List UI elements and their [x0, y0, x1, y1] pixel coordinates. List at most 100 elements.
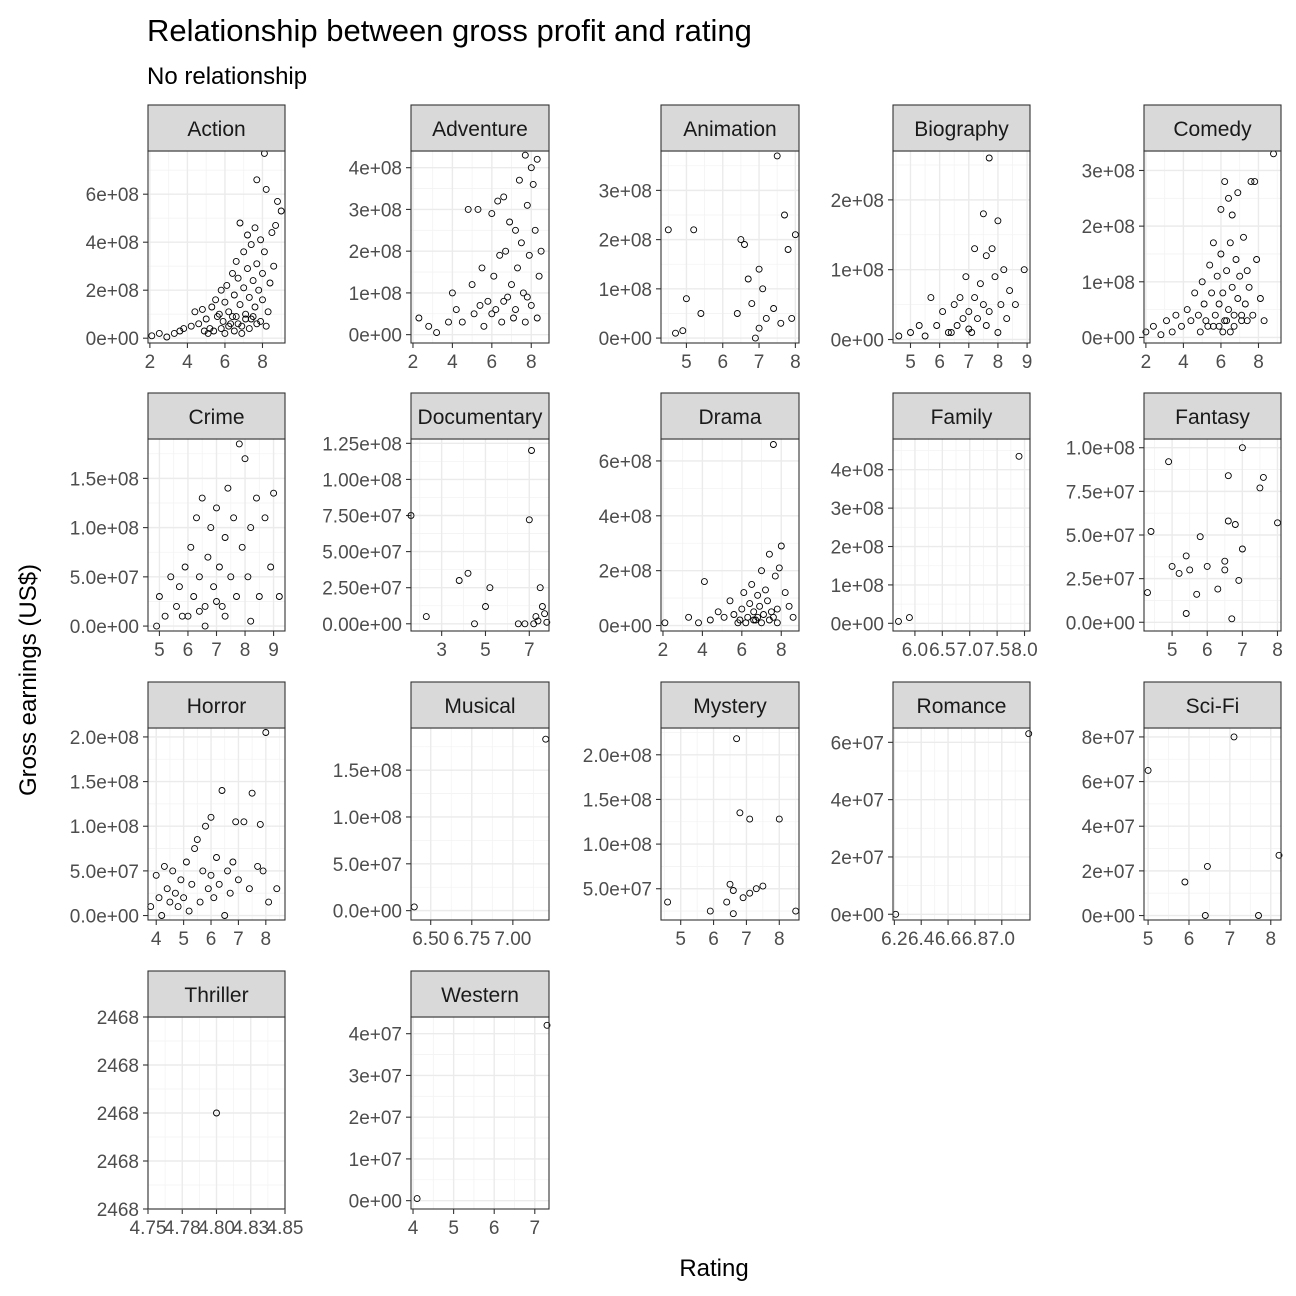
y-tick-label: 5.0e+07 [70, 862, 139, 883]
data-point [500, 193, 508, 201]
x-tick-label: 6 [1184, 929, 1195, 950]
facet-strip-label: Drama [698, 406, 761, 429]
data-point [523, 293, 531, 301]
data-point [523, 201, 531, 209]
y-tick-label: 4e+08 [831, 461, 884, 482]
data-point [229, 269, 236, 277]
y-tick-label: 0e+00 [831, 614, 884, 635]
data-point [201, 602, 209, 610]
data-point [788, 314, 796, 322]
data-point [527, 301, 535, 309]
data-point [775, 815, 783, 823]
data-point [1228, 615, 1236, 623]
y-axis-title: Gross earnings (US$) [15, 564, 42, 796]
data-point [448, 289, 456, 297]
y-tick-label: 2e+08 [831, 191, 884, 212]
data-point [1181, 878, 1189, 886]
data-point [1223, 267, 1231, 275]
data-point [907, 329, 914, 336]
data-point [781, 211, 788, 219]
data-point [265, 898, 273, 906]
data-point [506, 218, 514, 226]
y-tick-label: 0.0e+00 [70, 617, 139, 638]
data-point [536, 584, 544, 592]
data-point [726, 880, 734, 888]
y-tick-label: 2.5e+07 [1066, 570, 1135, 591]
data-point [746, 889, 754, 897]
data-point [773, 619, 781, 627]
data-point [259, 867, 267, 875]
facet-strip [410, 104, 550, 152]
data-point [232, 818, 240, 826]
y-tick-label: 0e+00 [1082, 907, 1135, 928]
data-point [953, 322, 961, 329]
data-point [225, 322, 233, 330]
y-tick-label: 0.0e+00 [1066, 613, 1135, 634]
data-point [1147, 528, 1155, 535]
panel-background [661, 439, 799, 631]
y-tick-label: 4e+07 [831, 791, 884, 812]
facet-strip-label: Documentary [418, 406, 543, 429]
data-point [1144, 766, 1152, 774]
data-point [755, 324, 763, 332]
data-point [207, 813, 215, 821]
data-point [494, 197, 502, 205]
facet-strip [660, 681, 800, 729]
data-point [1217, 205, 1225, 213]
data-point [1215, 322, 1223, 330]
data-point [242, 310, 250, 318]
data-point [1191, 289, 1199, 297]
data-point [512, 226, 519, 234]
data-point [762, 314, 770, 322]
facet-strip [892, 104, 1031, 152]
y-tick-label: 2e+08 [599, 231, 652, 252]
data-point [229, 858, 237, 866]
data-point [750, 608, 758, 616]
data-point [1157, 331, 1165, 339]
data-point [777, 542, 785, 550]
data-point [1178, 322, 1185, 330]
data-point [177, 876, 185, 884]
data-point [1231, 521, 1239, 528]
data-point [422, 613, 430, 621]
data-point [1249, 311, 1257, 319]
data-point [905, 614, 913, 622]
x-tick-label: 8 [261, 929, 272, 950]
y-tick-label: 0e+00 [349, 1192, 402, 1213]
data-point [244, 231, 251, 239]
data-point [229, 313, 236, 321]
panel-action: 2 4 6 8 0e+00 2e+08 4e+08 6e+08 Action [86, 104, 286, 373]
data-point [956, 294, 964, 302]
x-tick-label: 7 [1237, 640, 1248, 661]
data-point [478, 264, 486, 272]
data-point [245, 325, 253, 333]
x-tick-label: 4 [697, 640, 708, 661]
panel-family: 6.0 6.5 7.0 7.5 8.0 0e+00 1e+08 2e+08 3e+08 4e+08… [831, 392, 1038, 661]
chart-title: Relationship between gross profit and ra… [147, 13, 752, 48]
data-point [1240, 233, 1247, 241]
data-point [1256, 484, 1264, 492]
facet-strip-label: Mystery [693, 695, 767, 718]
data-point [700, 578, 708, 586]
data-point [1275, 851, 1283, 859]
data-point [1006, 287, 1014, 295]
data-point [537, 247, 545, 255]
panel-sci-fi: 5 6 7 8 0e+00 2e+07 4e+07 6e+07 8e+07 Sci-Fi [1082, 681, 1283, 950]
x-tick-label: 7 [211, 640, 222, 661]
data-point [758, 567, 765, 575]
data-point [1238, 311, 1246, 319]
y-tick-label: 2e+08 [86, 281, 139, 302]
data-point [1183, 306, 1191, 314]
data-point [739, 894, 747, 902]
x-tick-label: 8 [1272, 640, 1283, 661]
data-point [210, 327, 218, 335]
y-tick-label: 1.00e+08 [322, 470, 402, 491]
data-point [748, 300, 756, 308]
data-point [697, 310, 705, 317]
x-tick-label: 2 [408, 352, 419, 373]
data-point [180, 325, 188, 333]
data-point [1015, 452, 1023, 460]
data-point [175, 583, 183, 591]
y-tick-label: 7.5e+07 [1066, 482, 1135, 503]
